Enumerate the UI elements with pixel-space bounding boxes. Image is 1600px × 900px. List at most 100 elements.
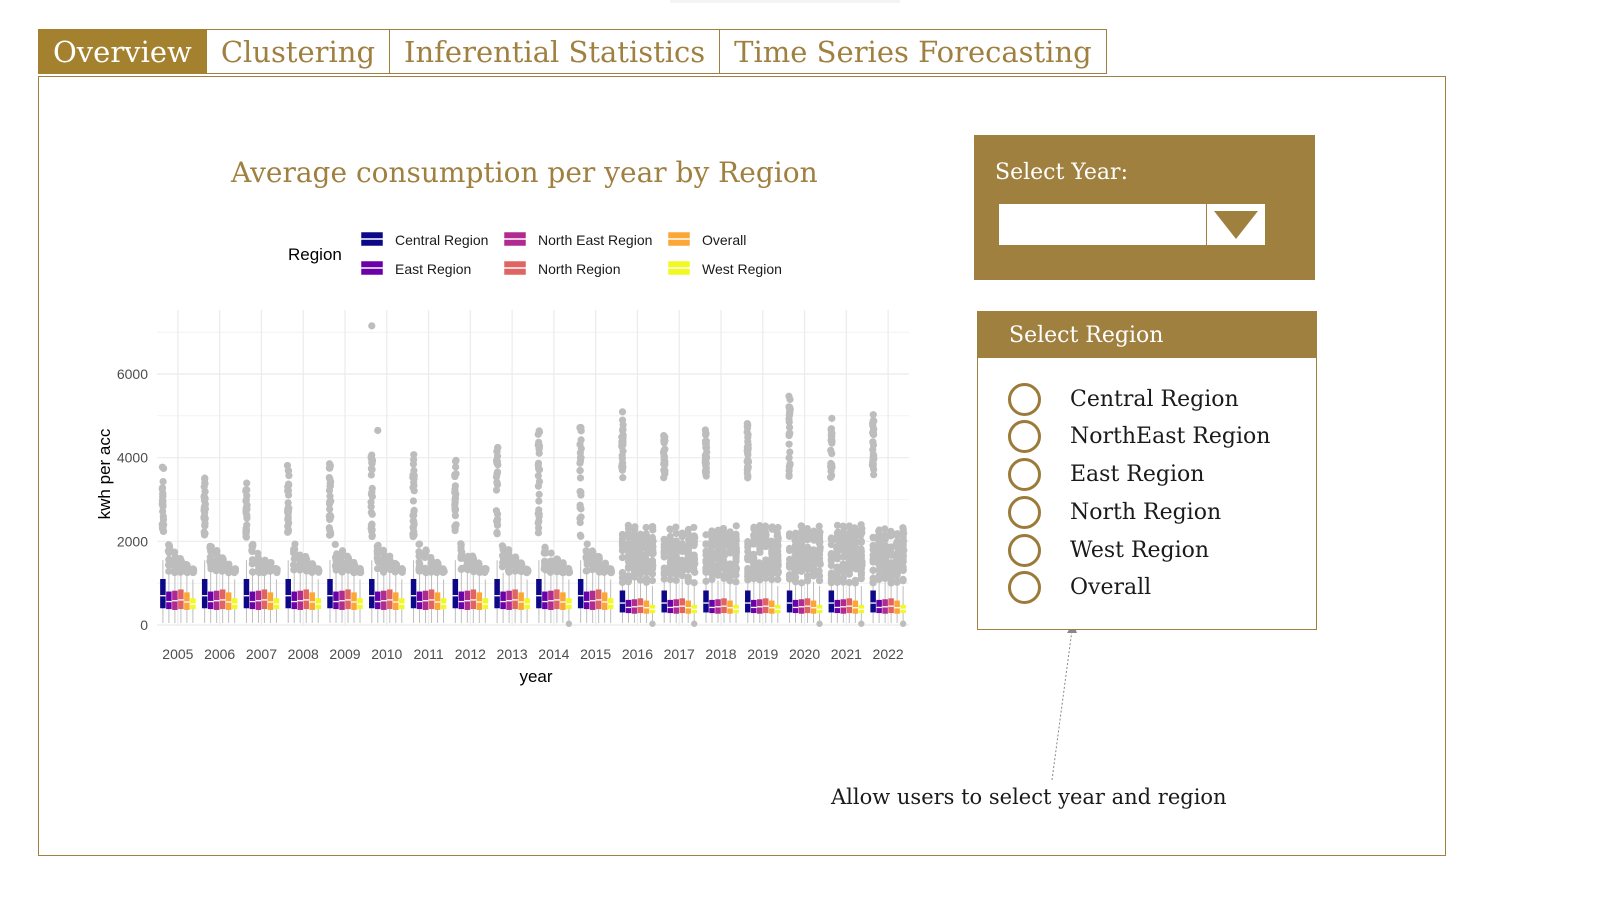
radio-option-overall[interactable]: Overall: [1008, 571, 1151, 604]
radio-option-north-region[interactable]: North Region: [1008, 496, 1221, 529]
outlier-point: [857, 538, 865, 546]
outlier-point: [743, 463, 752, 471]
outlier-point: [492, 486, 501, 494]
outlier-point: [774, 547, 782, 555]
outlier-point: [672, 523, 680, 531]
outlier-point: [768, 575, 776, 584]
outlier-point: [535, 477, 544, 486]
outlier-point: [869, 411, 877, 419]
outlier-point: [875, 566, 883, 574]
box-central-region: [285, 578, 291, 609]
tab-time-series-forecasting[interactable]: Time Series Forecasting: [720, 29, 1107, 74]
outlier-point: [326, 464, 334, 472]
y-tick-label: 2000: [117, 533, 148, 549]
x-tick-label: 2009: [329, 646, 360, 662]
outlier-point: [857, 552, 865, 560]
tab-inferential-statistics[interactable]: Inferential Statistics: [390, 29, 721, 74]
outlier-point: [803, 555, 812, 563]
radio-option-northeast-region[interactable]: NorthEast Region: [1008, 420, 1270, 453]
radio-option-east-region[interactable]: East Region: [1008, 458, 1204, 491]
outlier-point: [833, 553, 841, 561]
outlier-point: [827, 429, 836, 437]
outlier-point: [576, 504, 584, 512]
year-dropdown-button[interactable]: [1207, 204, 1265, 245]
radio-label: NorthEast Region: [1070, 424, 1271, 449]
outlier-point: [410, 520, 418, 528]
radio-label: North Region: [1070, 500, 1222, 525]
radio-circle-icon[interactable]: [1008, 534, 1041, 567]
outlier-point: [678, 547, 686, 556]
outlier-point: [714, 555, 722, 563]
outlier-point: [768, 554, 776, 562]
outlier-point: [702, 557, 710, 566]
outlier-point: [409, 483, 417, 492]
outlier-point: [601, 560, 609, 568]
outlier-point: [857, 521, 865, 529]
outlier-point: [171, 555, 179, 563]
outlier-point: [708, 570, 716, 578]
radio-option-west-region[interactable]: West Region: [1008, 534, 1209, 567]
outlier-point: [726, 528, 734, 536]
outlier-point: [774, 575, 782, 584]
outlier-point: [708, 556, 716, 564]
outlier-point: [869, 446, 877, 454]
outlier-point: [744, 556, 752, 564]
radio-circle-icon[interactable]: [1008, 458, 1041, 491]
radio-circle-icon[interactable]: [1008, 383, 1041, 416]
radio-circle-icon[interactable]: [1008, 496, 1041, 529]
outlier-point: [296, 560, 304, 569]
outlier-point: [624, 547, 633, 555]
outlier-point: [720, 571, 728, 579]
outlier-point: [845, 541, 853, 549]
outlier-point: [327, 497, 335, 505]
tab-overview[interactable]: Overview: [38, 29, 207, 74]
outlier-point: [642, 543, 651, 552]
outlier-point: [762, 569, 770, 578]
outlier-point: [451, 472, 459, 481]
outlier-point: [165, 561, 173, 569]
outlier-point: [326, 529, 335, 537]
outlier-point: [750, 538, 758, 546]
outlier-point: [661, 470, 669, 478]
x-tick-label: 2007: [246, 646, 277, 662]
outlier-point: [158, 463, 167, 471]
outlier-point: [702, 468, 710, 476]
outlier-point: [283, 461, 292, 470]
tab-clustering[interactable]: Clustering: [206, 29, 391, 74]
outlier-point: [732, 578, 740, 586]
outlier-point: [642, 556, 651, 564]
outlier-point: [755, 522, 764, 530]
box-east-region: [416, 591, 423, 610]
outlier-point: [619, 434, 627, 442]
outlier-point: [804, 565, 812, 573]
box-east-region: [583, 591, 590, 610]
outlier-point: [648, 570, 657, 578]
outlier-point: [451, 493, 460, 502]
x-tick-label: 2008: [288, 646, 319, 662]
outlier-point: [672, 545, 680, 553]
radio-option-central-region[interactable]: Central Region: [1008, 383, 1239, 416]
year-select-input[interactable]: [999, 204, 1206, 245]
outlier-point: [379, 561, 387, 570]
x-tick-label: 2013: [497, 646, 528, 662]
outlier-point: [744, 547, 752, 556]
outlier-point: [678, 561, 686, 569]
outlier-point: [744, 472, 752, 480]
outlier-point: [726, 574, 734, 582]
outlier-point: [493, 530, 501, 538]
outlier-point: [242, 527, 250, 535]
radio-circle-icon[interactable]: [1008, 571, 1041, 604]
radio-label: Central Region: [1070, 387, 1239, 412]
outlier-point: [875, 573, 883, 581]
outlier-point: [373, 542, 381, 551]
box-central-region: [201, 578, 208, 609]
outlier-point: [606, 568, 614, 576]
radio-circle-icon[interactable]: [1008, 420, 1041, 453]
outlier-point: [494, 443, 502, 452]
outlier-point: [875, 533, 883, 541]
outlier-point: [732, 551, 740, 559]
outlier-point: [284, 526, 293, 534]
outlier-point: [433, 559, 441, 567]
outlier-point: [791, 548, 800, 556]
outlier-point: [899, 563, 907, 571]
